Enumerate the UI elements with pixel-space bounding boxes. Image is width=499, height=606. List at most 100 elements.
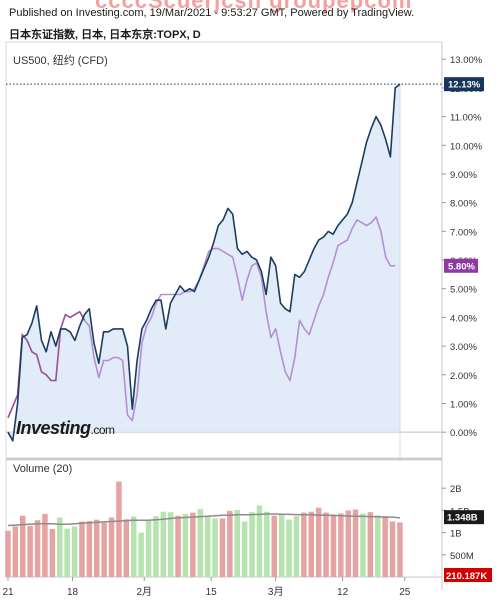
time-tick-label: 15 <box>206 587 218 598</box>
volume-bar <box>286 519 292 577</box>
volume-bar <box>308 511 314 577</box>
volume-bar <box>271 515 277 577</box>
volume-bar <box>167 512 174 577</box>
volume-tick-label: 500M <box>450 551 474 562</box>
volume-badge-bg <box>444 510 484 525</box>
volume-bar <box>330 514 337 577</box>
price-tick-label: 5.00% <box>450 285 477 296</box>
last-value-badges: 12.13% 5.80% 1.348B 210.187K <box>444 77 492 582</box>
time-axis: 21 18 2月 15 3月 12 25 <box>2 577 411 598</box>
price-tick-label: 11.00% <box>450 113 482 124</box>
price-tick-label: 4.00% <box>450 313 477 324</box>
chart-subtitle: 日本东证指数, 日本, 日本东京:TOPX, D <box>9 29 201 41</box>
topx-badge: 5.80% <box>448 261 475 272</box>
time-tick-label: 12 <box>337 587 349 598</box>
price-tick-label: 3.00% <box>450 342 477 353</box>
volume-tick-label: 1B <box>450 529 462 540</box>
topx-badge-bg <box>444 258 478 273</box>
watermark: ccccScuerjcsh groupepcom <box>95 0 413 13</box>
volume-bar <box>94 519 100 577</box>
us500-badge: 12.13% <box>448 80 481 91</box>
volume-bar <box>42 514 48 577</box>
volume-bar <box>227 510 233 577</box>
volume-bar <box>375 515 381 577</box>
investing-logo: Investing.com <box>16 418 115 439</box>
us500-area-fill <box>8 84 400 441</box>
volume-bar <box>256 505 263 577</box>
volume-bar <box>145 520 152 577</box>
volume-tick-label: 2B <box>450 484 462 495</box>
volume-ma-line <box>7 513 401 527</box>
volume-bar <box>27 525 33 577</box>
price-axis: 13.00%12.00%11.00%10.00%9.00%8.00%7.00%6… <box>442 55 483 439</box>
us500-badge-bg <box>444 77 484 92</box>
volume-bar <box>360 513 366 577</box>
volume-ma-badge-bg <box>444 568 492 582</box>
volume-bar <box>367 512 374 577</box>
volume-bar <box>182 514 189 577</box>
volume-bar <box>86 521 93 577</box>
volume-bar <box>197 509 203 577</box>
volume-bar <box>34 520 41 577</box>
volume-bar <box>352 509 359 577</box>
price-tick-label: 8.00% <box>450 199 477 210</box>
volume-bar <box>20 515 26 577</box>
volume-bar <box>389 521 396 577</box>
volume-bar <box>5 530 11 577</box>
volume-bar <box>57 517 63 577</box>
price-lines <box>6 83 442 442</box>
volume-bar <box>315 507 322 577</box>
volume-bar <box>234 510 240 577</box>
volume-bar <box>219 518 226 577</box>
volume-bar <box>212 518 218 577</box>
volume-title: Volume (20) <box>13 463 73 475</box>
volume-bar <box>160 511 166 577</box>
price-tick-label: 7.00% <box>450 227 477 238</box>
volume-bar <box>116 481 122 577</box>
volume-bar <box>278 514 285 577</box>
volume-bar <box>345 510 351 577</box>
volume-bar <box>249 512 255 577</box>
volume-bar <box>382 516 388 577</box>
volume-bar <box>101 522 107 577</box>
volume-bar <box>64 528 70 577</box>
volume-bar <box>153 516 159 577</box>
symbol-label: US500, 纽约 (CFD) <box>13 55 108 67</box>
volume-bar <box>190 512 196 577</box>
volume-bar <box>241 521 248 577</box>
volume-bar <box>301 512 307 577</box>
price-tick-label: 1.00% <box>450 399 477 410</box>
volume-bar <box>204 516 211 577</box>
price-tick-label: 9.00% <box>450 170 477 181</box>
price-tick-label: 2.00% <box>450 371 477 382</box>
price-tick-label: 0.00% <box>450 428 477 439</box>
volume-bar <box>123 519 130 577</box>
time-tick-label: 18 <box>67 587 79 598</box>
time-tick-label: 3月 <box>268 586 284 598</box>
volume-bar <box>264 511 270 577</box>
price-tick-label: 13.00% <box>450 55 483 66</box>
volume-bar <box>49 529 56 577</box>
logo-name: Investing <box>16 418 91 438</box>
volume-bar <box>293 516 300 577</box>
time-tick-label: 2月 <box>136 586 152 598</box>
price-tick-label: 10.00% <box>450 141 483 152</box>
volume-bar <box>397 522 403 577</box>
volume-bar <box>79 521 85 577</box>
volume-ma-badge: 210.187K <box>446 571 487 582</box>
published-line: Published on Investing.com, 19/Mar/2021 … <box>9 7 415 19</box>
time-tick-label: 21 <box>2 587 14 598</box>
volume-bar <box>108 517 115 577</box>
volume-badge: 1.348B <box>447 513 478 524</box>
volume-panel <box>5 481 403 577</box>
time-tick-label: 25 <box>399 587 411 598</box>
volume-bar <box>131 516 137 577</box>
volume-bar <box>175 515 181 577</box>
volume-bar <box>323 512 329 577</box>
us500-line <box>7 83 401 442</box>
logo-suffix: .com <box>90 423 116 437</box>
volume-bar <box>138 532 144 577</box>
volume-bar <box>12 526 19 577</box>
us500-area <box>8 84 401 458</box>
